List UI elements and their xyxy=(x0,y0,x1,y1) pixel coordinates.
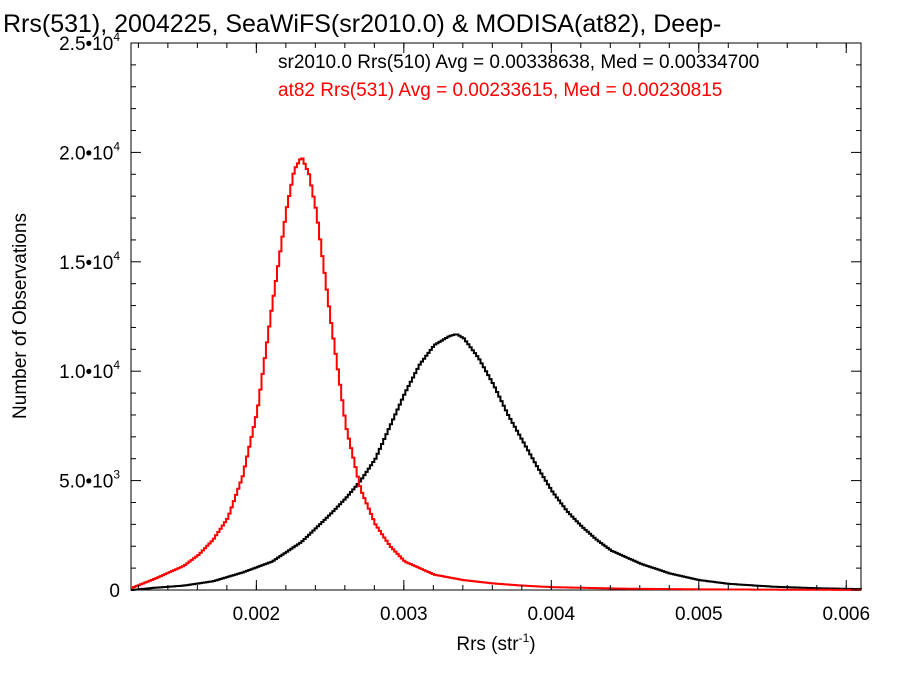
x-axis-label: Rrs (str-1) xyxy=(456,631,535,655)
x-tick-label-3: 0.005 xyxy=(675,604,723,625)
plot-frame xyxy=(130,42,862,591)
series-line-0 xyxy=(131,333,862,591)
annotation-modisa-stats: at82 Rrs(531) Avg = 0.00233615, Med = 0.… xyxy=(278,80,722,101)
x-axis-label-close: ) xyxy=(529,634,535,655)
annotations: sr2010.0 Rrs(510) Avg = 0.00338638, Med … xyxy=(278,52,759,101)
series-layer xyxy=(131,157,862,591)
chart-title: Rrs(531), 2004225, SeaWiFS(sr2010.0) & M… xyxy=(3,10,721,38)
x-tick-label-2: 0.004 xyxy=(528,604,576,625)
plot-area: 0.002 0.003 0.004 0.005 0.006 0 5.0•103 1.0•10… xyxy=(59,30,870,625)
y-tick-layer: 0 5.0•103 1.0•104 1.5•104 2.0•104 2.5•104 xyxy=(59,30,861,602)
y-tick-label-0: 0 xyxy=(109,581,120,602)
x-tick-label-1: 0.003 xyxy=(380,604,428,625)
series-line-1 xyxy=(131,157,861,591)
x-tick-label-0: 0.002 xyxy=(233,604,281,625)
y-tick-label-4: 2.0•104 xyxy=(59,139,120,164)
y-tick-label-2: 1.0•104 xyxy=(59,358,120,383)
x-tick-label-4: 0.006 xyxy=(822,604,870,625)
y-tick-label-1: 5.0•103 xyxy=(59,468,120,493)
y-tick-label-5: 2.5•104 xyxy=(59,30,120,55)
x-tick-layer: 0.002 0.003 0.004 0.005 0.006 xyxy=(137,43,870,625)
x-axis-label-text: Rrs (str xyxy=(456,634,519,655)
y-tick-label-3: 1.5•104 xyxy=(59,249,120,274)
x-axis-label-superscript: -1 xyxy=(519,631,530,645)
y-axis-label: Number of Observations xyxy=(10,213,31,419)
annotation-seawifs-stats: sr2010.0 Rrs(510) Avg = 0.00338638, Med … xyxy=(278,52,759,73)
